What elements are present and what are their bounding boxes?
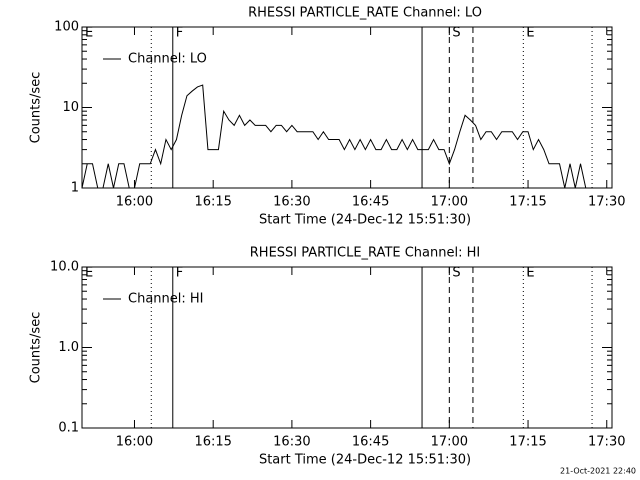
x-tick-label: 17:15 — [509, 195, 546, 210]
y-tick-label: 10.0 — [50, 260, 79, 275]
event-label: F — [176, 26, 183, 41]
chart-title: RHESSI PARTICLE_RATE Channel: LO — [248, 6, 482, 21]
x-tick-label: 16:30 — [273, 195, 310, 210]
x-tick-label: 16:15 — [194, 435, 231, 450]
x-tick-label: 16:00 — [116, 435, 153, 450]
event-label: S — [452, 26, 460, 41]
y-axis-label: Counts/sec — [29, 312, 44, 384]
event-label: E — [526, 26, 534, 41]
y-tick-label: 100 — [54, 20, 79, 35]
event-label: E — [85, 26, 93, 41]
x-tick-label: 17:00 — [431, 195, 468, 210]
legend-label: Channel: HI — [128, 292, 204, 307]
event-label: E — [85, 266, 93, 281]
x-axis-label: Start Time (24-Dec-12 15:51:30) — [259, 213, 471, 228]
data-line — [81, 84, 587, 189]
event-label: S — [452, 266, 460, 281]
legend-label: Channel: LO — [128, 52, 207, 67]
x-tick-label: 16:45 — [352, 195, 389, 210]
event-label: F — [176, 266, 183, 281]
y-axis-label: Counts/sec — [29, 72, 44, 144]
x-tick-label: 17:30 — [588, 195, 625, 210]
y-tick-label: 1 — [71, 181, 79, 196]
x-axis-label: Start Time (24-Dec-12 15:51:30) — [259, 453, 471, 468]
x-tick-label: 16:15 — [194, 195, 231, 210]
y-tick-label: 0.1 — [58, 421, 79, 436]
event-label: E — [526, 266, 534, 281]
x-tick-label: 16:00 — [116, 195, 153, 210]
y-tick-label: 1.0 — [58, 340, 79, 355]
timestamp: 21-Oct-2021 22:40 — [560, 467, 636, 476]
x-tick-label: 16:45 — [352, 435, 389, 450]
chart-title: RHESSI PARTICLE_RATE Channel: HI — [250, 246, 480, 261]
x-tick-label: 17:15 — [509, 435, 546, 450]
x-tick-label: 17:30 — [588, 435, 625, 450]
y-tick-label: 10 — [62, 100, 79, 115]
x-tick-label: 17:00 — [431, 435, 468, 450]
x-tick-label: 16:30 — [273, 435, 310, 450]
